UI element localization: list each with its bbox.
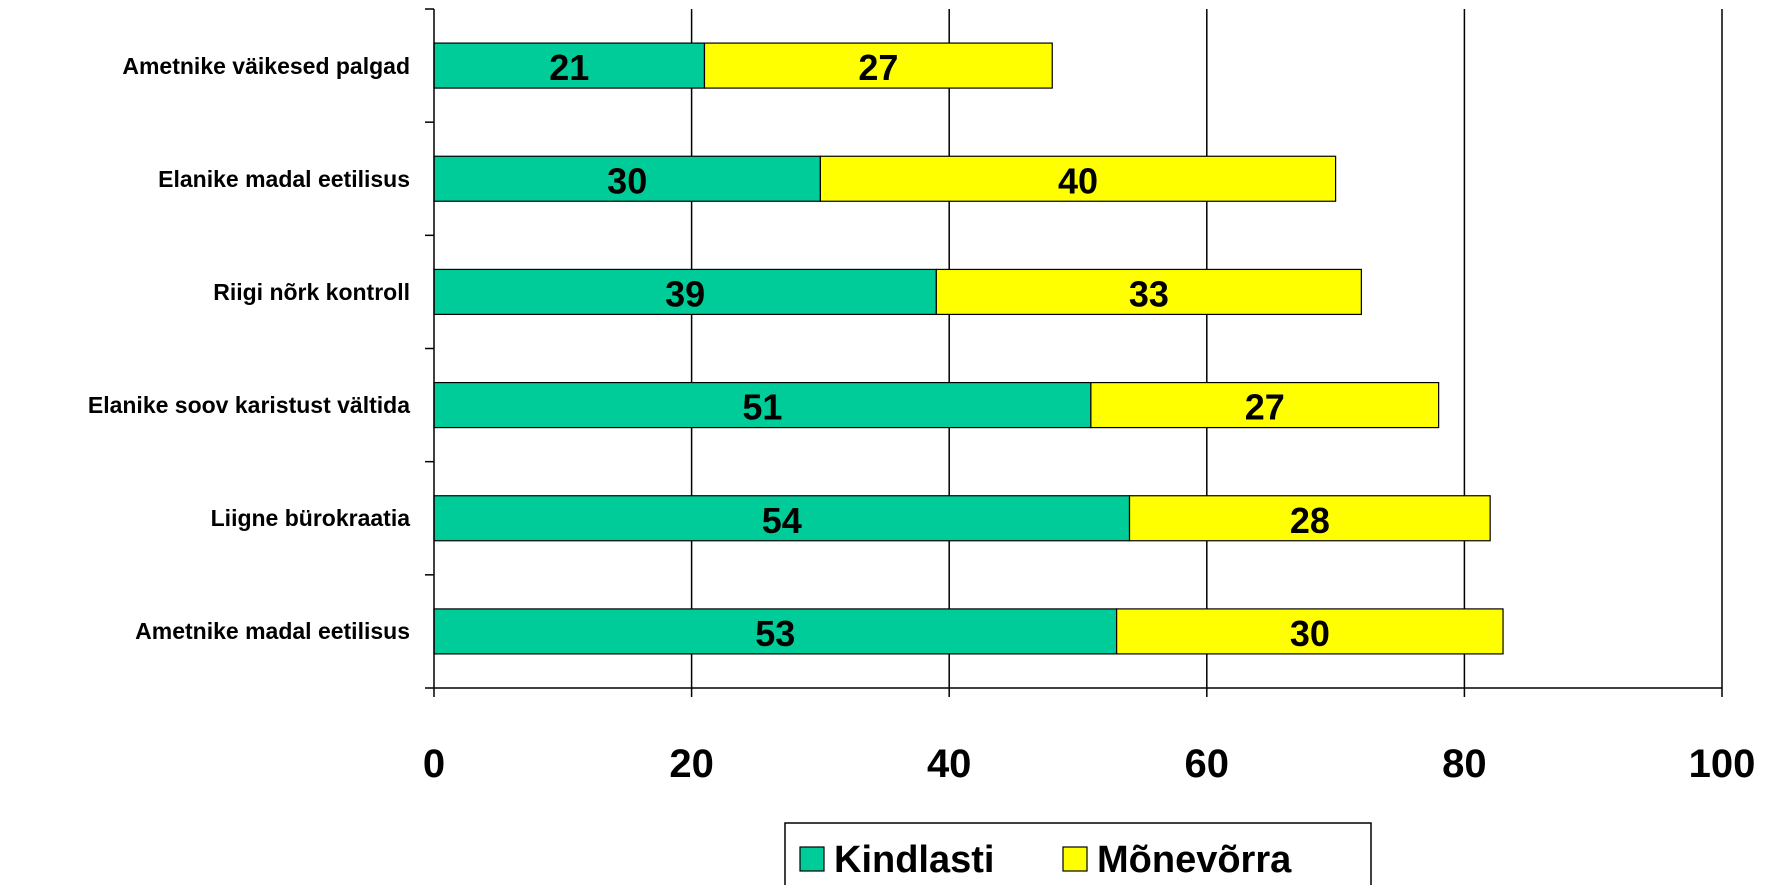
y-tick-label: Ametnike väikesed palgad: [122, 52, 410, 79]
y-tick-label-box: Elanike soov karistust vältida: [0, 365, 410, 445]
bar-value-label: 40: [1058, 160, 1098, 201]
bar: [433, 268, 937, 316]
bar-value-label: 39: [665, 273, 705, 314]
bar: [433, 495, 1131, 542]
bar-value-label: 21: [549, 47, 589, 88]
bar-value-label: 30: [1290, 613, 1330, 654]
x-tick-label: 80: [1442, 742, 1487, 786]
x-tick-label: 100: [1689, 742, 1756, 786]
bar: [1116, 608, 1504, 655]
bar-value-label: 27: [1245, 387, 1285, 428]
x-tick-label: 0: [423, 742, 445, 786]
y-tick-label: Ametnike madal eetilisus: [135, 618, 410, 645]
x-tick-label: 60: [1185, 742, 1230, 786]
y-tick-label: Elanike madal eetilisus: [158, 165, 410, 192]
bar-value-label: 53: [755, 613, 795, 654]
y-tick-label: Elanike soov karistust vältida: [87, 392, 410, 419]
bar: [935, 268, 1362, 316]
y-tick-label: Liigne bürokraatia: [210, 505, 410, 532]
y-tick-label-box: Ametnike väikesed palgad: [0, 26, 410, 106]
y-tick-label-box: Liigne bürokraatia: [0, 478, 410, 558]
legend-swatch: [799, 846, 825, 872]
bar: [433, 608, 1118, 655]
bar: [1128, 495, 1491, 542]
y-tick-label-box: Ametnike madal eetilisus: [0, 591, 410, 671]
x-tick-label: 20: [669, 742, 714, 786]
bar-value-label: 33: [1129, 273, 1169, 314]
bar: [1090, 381, 1440, 429]
bar: [819, 155, 1337, 202]
y-tick-label-box: Elanike madal eetilisus: [0, 139, 410, 219]
legend-swatch: [1062, 846, 1088, 872]
y-tick-label-box: Riigi nõrk kontroll: [0, 252, 410, 332]
bar-value-label: 27: [858, 47, 898, 88]
bar: [433, 381, 1092, 429]
y-tick-label: Riigi nõrk kontroll: [213, 278, 410, 305]
legend-label: Mõnevõrra: [1097, 839, 1292, 881]
x-tick-label: 40: [927, 742, 972, 786]
bar-value-label: 28: [1290, 500, 1330, 541]
bar-value-label: 54: [762, 500, 802, 541]
bar-value-label: 51: [742, 387, 782, 428]
bar: [703, 42, 1053, 89]
bar: [433, 155, 821, 202]
legend-label: Kindlasti: [834, 839, 994, 881]
bar-value-label: 30: [607, 160, 647, 201]
